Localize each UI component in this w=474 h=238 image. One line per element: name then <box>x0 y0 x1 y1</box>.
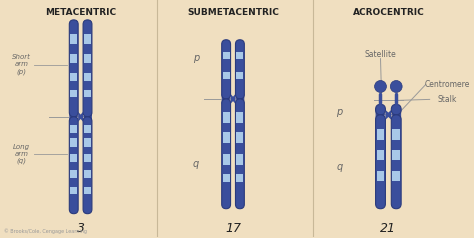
Text: Long
arm
(q): Long arm (q) <box>13 144 30 164</box>
Bar <box>70 90 77 97</box>
Polygon shape <box>79 112 83 122</box>
Bar <box>376 171 384 181</box>
Bar <box>84 154 91 162</box>
Polygon shape <box>222 94 231 104</box>
Bar <box>237 52 243 59</box>
Text: p: p <box>336 107 342 117</box>
FancyBboxPatch shape <box>392 115 401 209</box>
Text: Satellite: Satellite <box>365 50 396 59</box>
Bar <box>70 170 77 178</box>
Bar <box>84 124 91 133</box>
Bar <box>392 171 400 181</box>
FancyBboxPatch shape <box>83 20 92 117</box>
FancyBboxPatch shape <box>236 40 244 99</box>
Bar <box>223 112 229 123</box>
Text: 21: 21 <box>380 222 396 235</box>
Bar <box>70 187 77 194</box>
Text: © Brooks/Cole, Cengage Learning: © Brooks/Cole, Cengage Learning <box>4 228 87 233</box>
Text: SUBMETACENTRIC: SUBMETACENTRIC <box>187 8 279 17</box>
FancyBboxPatch shape <box>392 104 401 115</box>
Bar <box>237 112 243 123</box>
Bar <box>237 132 243 143</box>
Bar <box>223 52 229 59</box>
Bar <box>70 154 77 162</box>
FancyBboxPatch shape <box>69 20 78 117</box>
Circle shape <box>390 80 402 92</box>
Bar <box>84 35 91 44</box>
Bar <box>223 132 229 143</box>
Circle shape <box>374 80 386 92</box>
Bar <box>223 174 229 182</box>
FancyBboxPatch shape <box>222 99 230 209</box>
Bar <box>70 54 77 63</box>
Polygon shape <box>386 110 392 120</box>
Bar <box>237 174 243 182</box>
FancyBboxPatch shape <box>375 104 385 115</box>
Text: p: p <box>192 53 199 63</box>
Text: ACROCENTRIC: ACROCENTRIC <box>353 8 424 17</box>
FancyBboxPatch shape <box>236 99 244 209</box>
Bar <box>84 170 91 178</box>
Polygon shape <box>78 112 82 122</box>
Text: Stalk: Stalk <box>438 95 457 104</box>
Bar <box>392 129 400 140</box>
Bar <box>70 35 77 44</box>
Text: METACENTRIC: METACENTRIC <box>45 8 116 17</box>
Bar <box>84 187 91 194</box>
Bar <box>376 150 384 160</box>
FancyBboxPatch shape <box>375 115 385 209</box>
Polygon shape <box>235 94 244 104</box>
Text: q: q <box>192 159 199 169</box>
Bar <box>84 90 91 97</box>
Text: Short
arm
(p): Short arm (p) <box>12 54 31 75</box>
FancyBboxPatch shape <box>222 40 230 99</box>
Bar <box>392 150 400 160</box>
Text: 3: 3 <box>77 222 85 235</box>
Polygon shape <box>82 112 92 122</box>
Bar <box>70 124 77 133</box>
Bar <box>84 73 91 81</box>
Bar <box>84 54 91 63</box>
Bar <box>70 138 77 147</box>
Bar <box>223 72 229 79</box>
Bar <box>376 129 384 140</box>
Polygon shape <box>69 112 79 122</box>
Text: q: q <box>336 162 342 172</box>
Polygon shape <box>230 94 235 104</box>
Bar <box>237 72 243 79</box>
Polygon shape <box>391 110 401 120</box>
Polygon shape <box>385 110 391 120</box>
Bar <box>70 73 77 81</box>
FancyBboxPatch shape <box>83 117 92 214</box>
Bar <box>84 138 91 147</box>
Bar <box>237 154 243 165</box>
FancyBboxPatch shape <box>69 117 78 214</box>
Polygon shape <box>375 110 386 120</box>
Polygon shape <box>231 94 236 104</box>
Text: Centromere: Centromere <box>425 80 470 89</box>
Text: 17: 17 <box>225 222 241 235</box>
Bar <box>223 154 229 165</box>
